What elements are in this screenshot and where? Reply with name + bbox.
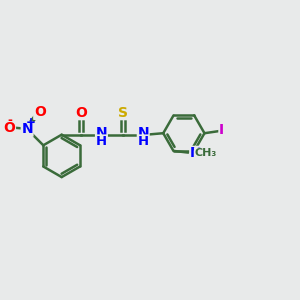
Text: +: + — [26, 116, 36, 129]
Text: N: N — [96, 126, 107, 140]
Text: -: - — [7, 114, 12, 127]
Text: N: N — [137, 126, 149, 140]
Text: O: O — [75, 106, 87, 120]
Text: N: N — [190, 146, 202, 161]
Text: O: O — [4, 121, 15, 135]
Text: H: H — [96, 135, 107, 148]
Text: H: H — [138, 135, 149, 148]
Text: S: S — [118, 106, 128, 120]
Text: N: N — [21, 122, 33, 136]
Text: I: I — [219, 123, 224, 137]
Text: CH₃: CH₃ — [194, 148, 216, 158]
Text: O: O — [34, 105, 46, 119]
